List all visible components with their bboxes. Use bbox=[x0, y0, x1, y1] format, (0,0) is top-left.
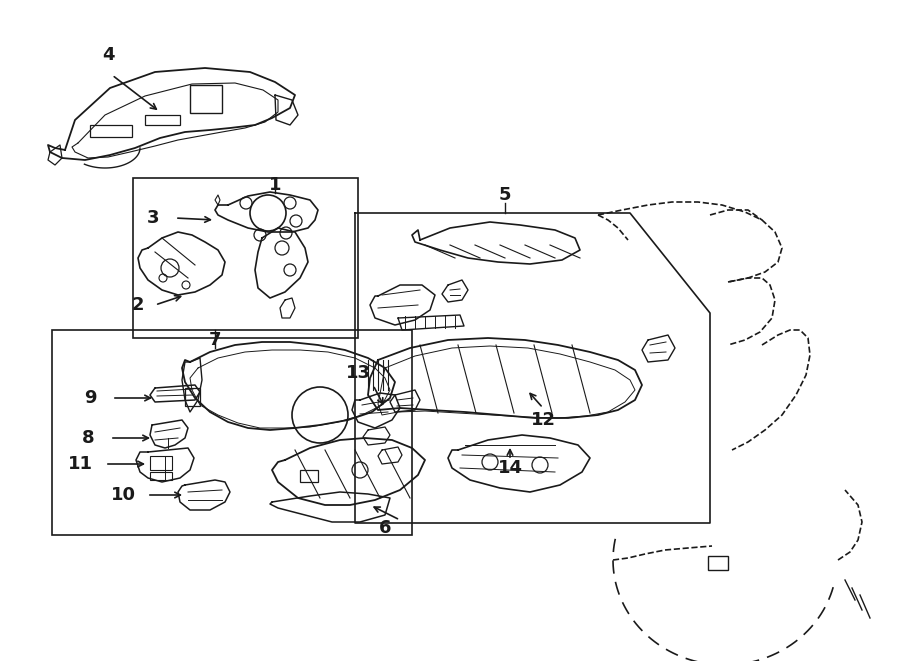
Text: 14: 14 bbox=[498, 459, 523, 477]
Text: 10: 10 bbox=[111, 486, 136, 504]
Text: 2: 2 bbox=[131, 296, 144, 314]
Bar bbox=[708, 556, 728, 570]
Bar bbox=[150, 472, 172, 480]
Bar bbox=[300, 470, 318, 482]
Bar bbox=[52, 330, 412, 535]
Text: 9: 9 bbox=[84, 389, 96, 407]
Text: 6: 6 bbox=[379, 519, 392, 537]
Bar bbox=[145, 115, 180, 125]
Text: 13: 13 bbox=[346, 364, 371, 382]
Bar bbox=[90, 125, 132, 137]
Bar bbox=[133, 178, 358, 338]
Bar bbox=[190, 85, 222, 113]
Text: 8: 8 bbox=[82, 429, 94, 447]
Text: 11: 11 bbox=[68, 455, 93, 473]
Text: 7: 7 bbox=[209, 331, 221, 349]
Bar bbox=[185, 388, 200, 406]
Text: 1: 1 bbox=[269, 176, 281, 194]
Text: 4: 4 bbox=[102, 46, 114, 64]
Text: 5: 5 bbox=[499, 186, 511, 204]
Bar bbox=[150, 456, 172, 470]
Text: 3: 3 bbox=[147, 209, 159, 227]
Text: 12: 12 bbox=[530, 411, 555, 429]
